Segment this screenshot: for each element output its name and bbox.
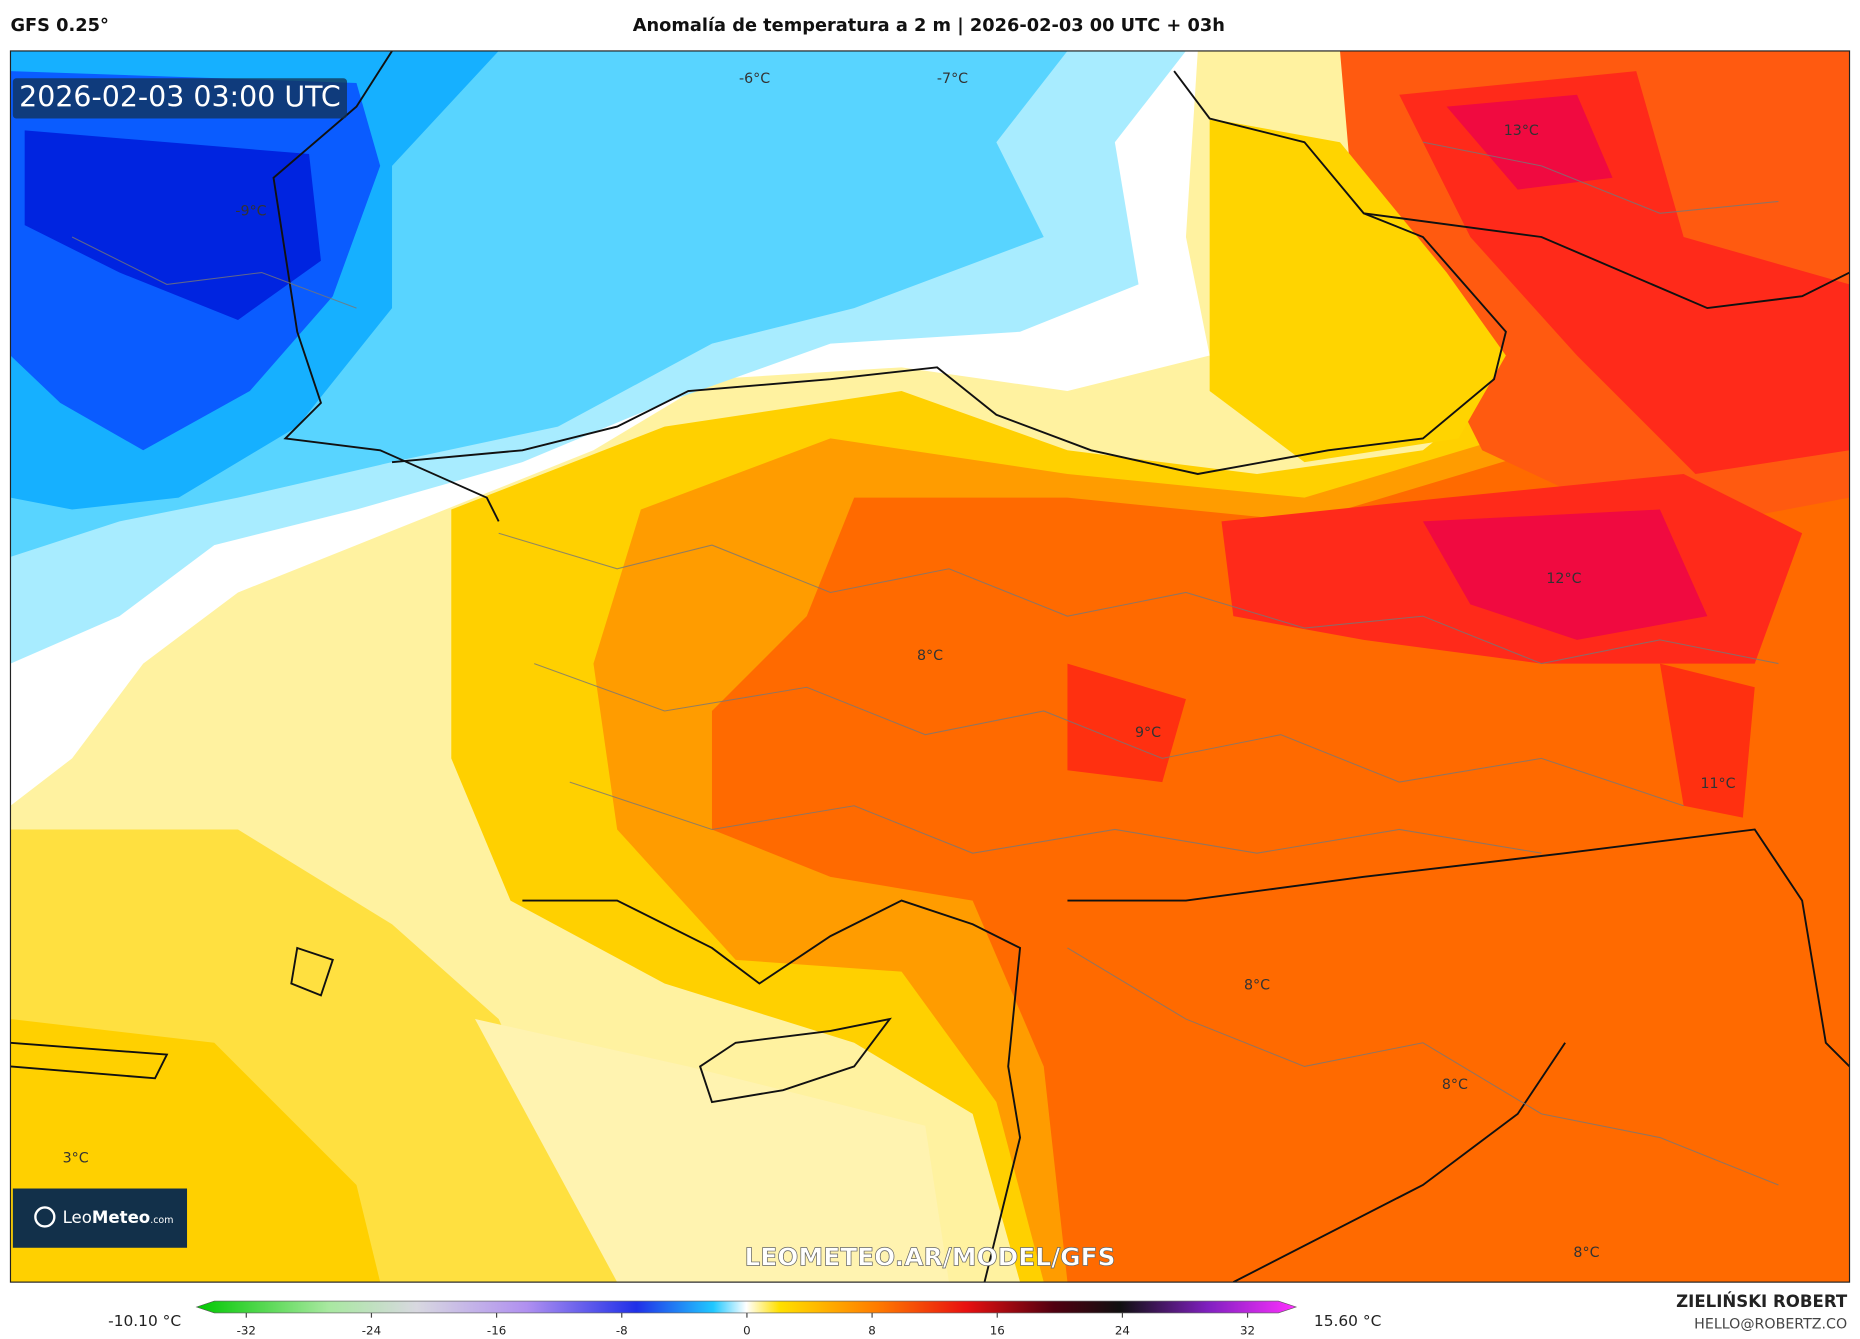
colorbar-tick-label: 16 xyxy=(990,1323,1005,1337)
model-name: GFS 0.25° xyxy=(10,16,108,36)
email: HELLO@ROBERTZ.CO xyxy=(1694,1316,1847,1332)
colorbar-tick-label: 24 xyxy=(1115,1323,1130,1337)
temp-label: 9°C xyxy=(1135,725,1161,741)
temp-label: 8°C xyxy=(917,648,943,664)
temp-label: 11°C xyxy=(1700,776,1735,792)
colorbar-tick-label: -24 xyxy=(362,1323,381,1337)
colorbar-tick-label: -8 xyxy=(616,1323,628,1337)
temp-label: -6°C xyxy=(739,71,770,87)
watermark: LEOMETEO.AR/MODEL/GFS xyxy=(744,1243,1115,1272)
colorbar-tick-label: -32 xyxy=(237,1323,256,1337)
temp-label: 13°C xyxy=(1504,123,1539,139)
temp-label: 8°C xyxy=(1244,977,1270,993)
colorbar-tick-label: 32 xyxy=(1240,1323,1255,1337)
temp-label: -9°C xyxy=(235,204,266,220)
colorbar-tick-label: 8 xyxy=(868,1323,876,1337)
temp-label: 3°C xyxy=(63,1150,89,1166)
logo-box xyxy=(12,1188,188,1248)
author: ZIELIŃSKI ROBERT xyxy=(1676,1292,1848,1311)
temp-label: -7°C xyxy=(937,71,968,87)
colorbar-max: 15.60 °C xyxy=(1314,1312,1381,1330)
colorbar xyxy=(195,1300,1298,1314)
temp-label: 12°C xyxy=(1546,571,1581,587)
temp-label: 8°C xyxy=(1573,1245,1599,1261)
map-title: Anomalía de temperatura a 2 m | 2026-02-… xyxy=(633,16,1225,36)
timestamp: 2026-02-03 03:00 UTC xyxy=(19,81,341,114)
colorbar-tick-label: 0 xyxy=(743,1323,751,1337)
logo-sun xyxy=(34,1206,56,1228)
map-frame xyxy=(9,50,1851,1283)
logo-text: LeoMeteo.com xyxy=(63,1208,174,1227)
colorbar-min: -10.10 °C xyxy=(108,1312,181,1330)
timestamp-box xyxy=(12,78,348,119)
colorbar-tick-label: -16 xyxy=(487,1323,506,1337)
temp-label: 8°C xyxy=(1442,1077,1468,1093)
map xyxy=(10,50,1850,1283)
